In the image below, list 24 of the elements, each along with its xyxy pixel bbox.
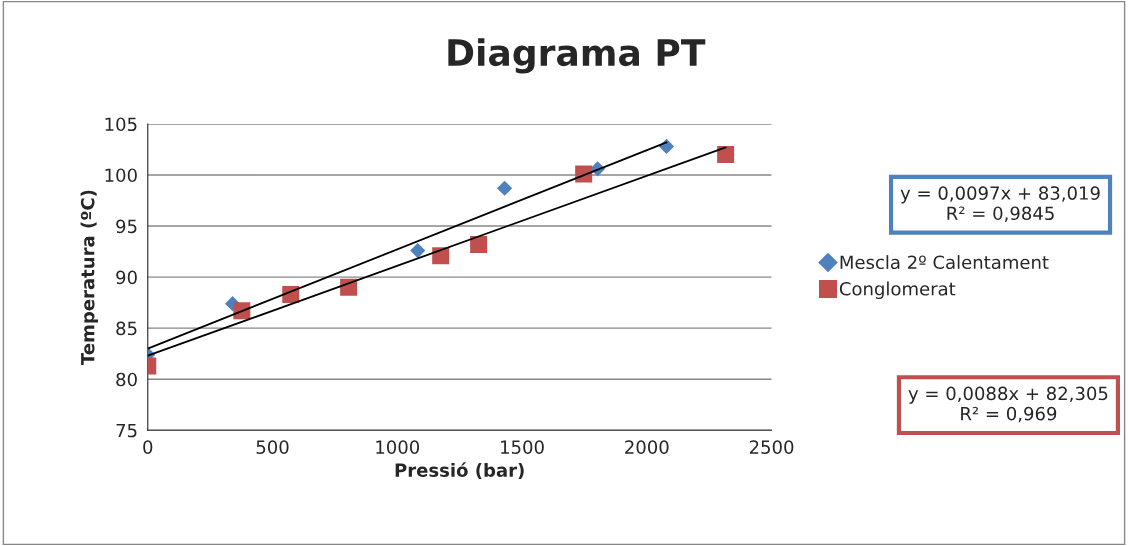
point: [410, 242, 426, 259]
point: [717, 146, 735, 164]
y-tick-label: 85: [116, 321, 137, 336]
y-axis-title: Temperatura (ºC): [80, 190, 99, 366]
x-tick-label: 2500: [749, 440, 794, 454]
y-tick-label: 75: [116, 423, 137, 438]
x-tick-label: 2000: [625, 440, 669, 454]
y-tick-label: 100: [105, 168, 137, 183]
chart-title: Diagrama PT: [448, 38, 706, 74]
y-tick-label: 95: [116, 219, 137, 234]
y-tick-label: 80: [116, 372, 137, 387]
point: [496, 180, 513, 196]
text: y = 0,0088x + 82,305 R² = 0,969: [908, 386, 1108, 423]
x-axis-title: Pressió (bar): [395, 462, 524, 480]
legend-label: Conglomerat: [839, 281, 956, 300]
x-tick-label: 500: [256, 440, 289, 454]
y-tick-label: 105: [105, 117, 137, 132]
legend-label: Mescla 2º Calentament: [840, 255, 1049, 270]
text: y = 0,0097x + 83,019 R² = 0,9845: [900, 186, 1100, 222]
y-tick-label: 90: [116, 270, 137, 285]
x-tick-label: 1500: [501, 440, 544, 454]
point: [470, 235, 488, 253]
x-tick-label: 1000: [376, 440, 420, 454]
x-tick-label: 0: [143, 440, 153, 454]
